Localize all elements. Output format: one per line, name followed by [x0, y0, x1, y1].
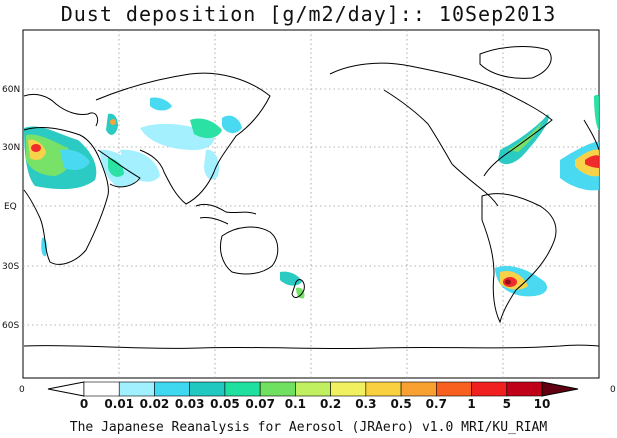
colorbar-swatch: [259, 381, 296, 397]
graticule: [23, 30, 599, 378]
colorbar-swatch: [365, 381, 402, 397]
lat-label-60n: 60N: [2, 85, 20, 95]
map-frame: [22, 29, 600, 379]
lat-label-30n: 30N: [2, 143, 20, 153]
colorbar-right-edge-label: 0: [610, 385, 616, 395]
coastlines: [23, 46, 600, 350]
colorbar-swatch: [189, 381, 226, 397]
lat-label-60s: 60S: [2, 321, 19, 331]
colorbar-swatch: [436, 381, 472, 397]
colorbar-tick-label: 0.3: [355, 397, 376, 411]
colorbar-tick-label: 0.07: [245, 397, 275, 411]
colorbar-tick-label: 0.02: [140, 397, 170, 411]
colorbar-swatch: [471, 381, 508, 397]
colorbar-swatch: [83, 381, 120, 397]
lat-label-30s: 30S: [2, 262, 19, 272]
colorbar-tick-label: 0.1: [285, 397, 306, 411]
dust-field: [24, 94, 599, 299]
colorbar: 0 0.01 0.02 0.03 0.05 0.07 0.1 0.2 0.3 0.5 0.7 1 5 10: [47, 381, 579, 411]
colorbar-tick-label: 0.5: [390, 397, 411, 411]
colorbar-tick-label: 5: [503, 397, 511, 411]
colorbar-swatch: [330, 381, 367, 397]
lat-label-eq: EQ: [4, 202, 17, 212]
map-title: Dust deposition [g/m2/day]:: 10Sep2013: [60, 2, 557, 26]
colorbar-tick-label: 0.2: [320, 397, 341, 411]
colorbar-left-edge-label: 0: [19, 385, 25, 395]
colorbar-swatch: [295, 381, 331, 397]
colorbar-swatch: [118, 381, 155, 397]
colorbar-tick-label: 10: [534, 397, 551, 411]
colorbar-tick-label: 1: [467, 397, 475, 411]
colorbar-tick-label: 0.7: [426, 397, 447, 411]
colorbar-tick-label: 0.01: [104, 397, 134, 411]
colorbar-right-arrow: [541, 381, 579, 397]
colorbar-tick-label: 0: [80, 397, 88, 411]
colorbar-swatch: [506, 381, 543, 397]
colorbar-swatch: [224, 381, 261, 397]
colorbar-tick-label: 0.05: [210, 397, 240, 411]
map-footer: The Japanese Reanalysis for Aerosol (JRA…: [69, 420, 548, 435]
colorbar-left-arrow: [47, 381, 85, 397]
colorbar-swatch: [154, 381, 190, 397]
colorbar-swatch: [400, 381, 437, 397]
colorbar-tick-label: 0.03: [175, 397, 205, 411]
